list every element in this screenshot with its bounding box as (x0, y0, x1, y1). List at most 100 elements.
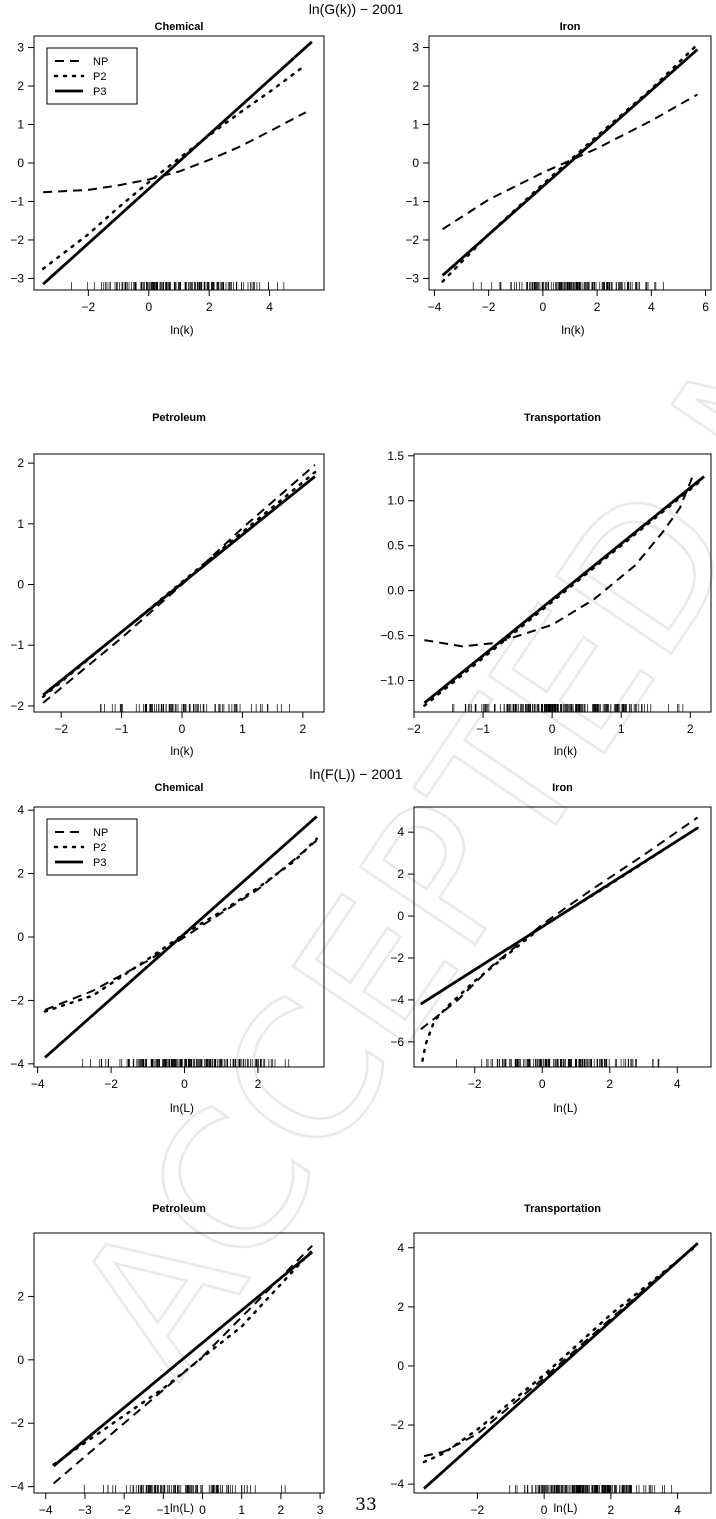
group-title-gk: ln(G(k)) − 2001 (309, 1, 404, 17)
y-tick-label: −2 (10, 993, 24, 1007)
legend-label: NP (93, 56, 108, 68)
x-tick-label: 1 (618, 722, 625, 736)
series-line-np (42, 464, 316, 704)
panel-title: Iron (560, 21, 581, 33)
x-tick-label: −4 (39, 1503, 53, 1517)
series-line-p3 (52, 1250, 314, 1468)
y-tick-label: 1 (17, 517, 24, 531)
x-tick-label: 4 (674, 1503, 681, 1517)
y-tick-label: 2 (17, 867, 24, 881)
panel-title: Chemical (155, 782, 204, 794)
rug (456, 1059, 660, 1067)
page-number: 33 (355, 1495, 377, 1515)
y-tick-label: −2 (10, 1416, 24, 1430)
legend-label: P2 (93, 842, 106, 854)
x-tick-label: 2 (606, 1077, 613, 1091)
x-tick-label: 0 (145, 300, 152, 314)
legend-label: P3 (93, 857, 106, 869)
chart-panel: Iron −4 −2 0 2 4 6 −3 −2 −1 0 1 2 3 ln(k) (405, 21, 712, 337)
x-tick-label: −2 (407, 722, 421, 736)
x-tick-label: 0 (539, 1077, 546, 1091)
x-tick-label: 2 (278, 1503, 285, 1517)
y-tick-label: −4 (390, 1477, 404, 1491)
x-tick-label: 4 (648, 300, 655, 314)
legend: NP P2 P3 (46, 818, 138, 876)
series-line-p3 (42, 475, 316, 697)
rug (82, 1059, 290, 1067)
x-tick-label: 3 (317, 1503, 324, 1517)
rug (100, 704, 291, 712)
x-tick-label: 2 (255, 1077, 262, 1091)
x-tick-label: 4 (266, 300, 273, 314)
chart-panel: Petroleum −2 −1 0 1 2 −2 −1 0 1 2 ln(k) (10, 412, 325, 758)
y-tick-label: −0.5 (380, 629, 404, 643)
x-tick-label: 2 (206, 300, 213, 314)
rug (451, 704, 684, 712)
x-tick-label: −4 (428, 300, 442, 314)
x-tick-label: −2 (482, 300, 496, 314)
y-tick-label: 0 (412, 156, 419, 170)
rug (83, 1485, 286, 1493)
series-line-p3 (42, 40, 313, 286)
y-tick-label: 3 (17, 41, 24, 55)
rug (509, 1485, 673, 1493)
chart-panel: Petroleum −4 −3 −2 −1 0 1 2 3 −4 −2 0 2 ln(L) (10, 1203, 325, 1517)
y-tick-label: 1.5 (387, 449, 404, 463)
y-tick-label: −2 (10, 699, 24, 713)
series-line-np (420, 816, 699, 1031)
x-tick-label: −2 (54, 722, 68, 736)
y-tick-label: 2 (17, 1289, 24, 1303)
panel-title: Petroleum (152, 1203, 206, 1215)
series-line-np (43, 111, 307, 194)
x-tick-label: −2 (104, 1077, 118, 1091)
rug (472, 282, 664, 290)
x-tick-label: 1 (239, 722, 246, 736)
y-tick-label: −2 (10, 233, 24, 247)
series-line-p3 (423, 475, 705, 705)
legend-label: P2 (93, 71, 106, 83)
x-tick-label: 0 (181, 1077, 188, 1091)
legend-label: NP (93, 827, 108, 839)
y-tick-label: 1 (17, 118, 24, 132)
y-tick-label: 0 (397, 1359, 404, 1373)
plot-frame (413, 453, 712, 713)
x-tick-label: 0 (179, 722, 186, 736)
y-tick-label: −4 (390, 993, 404, 1007)
x-tick-label: −2 (82, 300, 96, 314)
y-tick-label: 2 (17, 79, 24, 93)
rug (71, 282, 285, 290)
y-tick-label: 0.5 (387, 539, 404, 553)
legend-box (46, 818, 138, 876)
y-tick-label: −1 (10, 638, 24, 652)
series-line-np (44, 839, 318, 1011)
x-axis-label: ln(L) (553, 1501, 577, 1515)
x-tick-label: 0 (549, 722, 556, 736)
x-axis-label: ln(k) (170, 323, 193, 337)
legend-label: P3 (93, 86, 106, 98)
y-tick-label: −2 (390, 1418, 404, 1432)
chart-panel: Transportation −2 0 2 4 −4 −2 0 2 4 ln(L) (390, 1203, 712, 1517)
x-tick-label: −1 (115, 722, 129, 736)
y-tick-label: 3 (412, 41, 419, 55)
y-tick-label: −2 (390, 951, 404, 965)
x-axis-label: ln(L) (170, 1101, 194, 1115)
series-line-np (52, 1244, 313, 1485)
y-tick-label: −3 (10, 271, 24, 285)
y-tick-label: −6 (390, 1035, 404, 1049)
series-line-np (423, 1242, 699, 1458)
x-tick-label: 6 (702, 300, 709, 314)
series-line-p2 (423, 479, 702, 707)
x-axis-label: ln(L) (170, 1501, 194, 1515)
x-tick-label: 0 (540, 300, 547, 314)
y-tick-label: 0 (17, 1353, 24, 1367)
series-line-np (424, 473, 695, 648)
x-axis-label: ln(k) (561, 323, 584, 337)
x-tick-label: 0 (199, 1503, 206, 1517)
y-tick-label: −4 (10, 1057, 24, 1071)
panel-title: Chemical (155, 21, 204, 33)
series-line-p3 (420, 826, 699, 1006)
panel-title: Iron (552, 782, 573, 794)
x-tick-label: −2 (471, 1503, 485, 1517)
y-tick-label: 1.0 (387, 494, 404, 508)
x-tick-label: 1 (238, 1503, 245, 1517)
